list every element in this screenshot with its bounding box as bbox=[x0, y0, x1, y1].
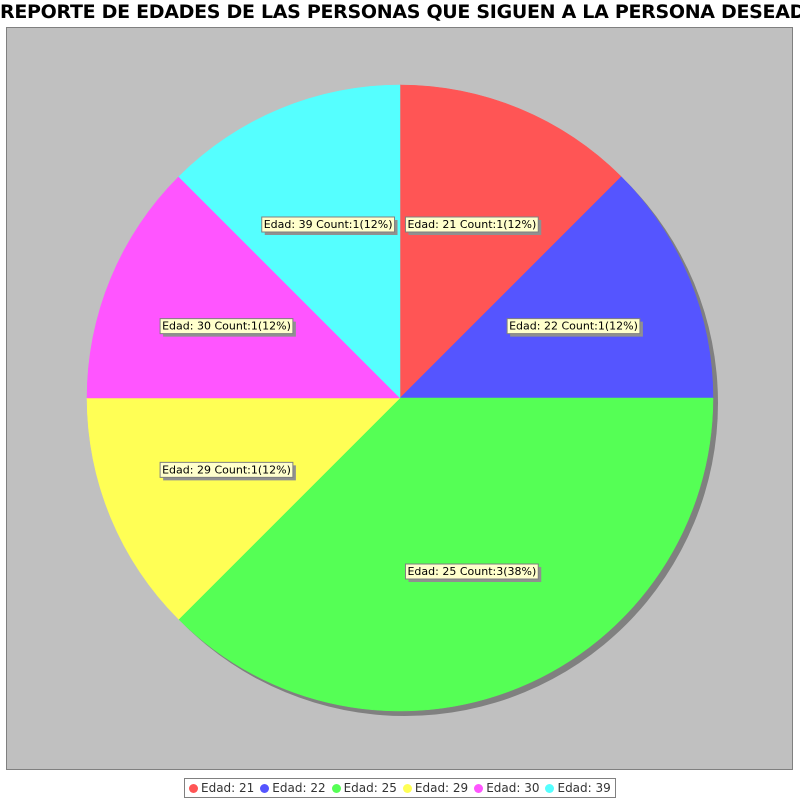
slice-label-text-0: Edad: 21 Count:1(12%) bbox=[407, 218, 536, 231]
slice-label-text-1: Edad: 22 Count:1(12%) bbox=[509, 320, 638, 333]
pie-slice-5[interactable] bbox=[178, 84, 401, 399]
slice-label-2: Edad: 25 Count:3(38%) bbox=[404, 563, 542, 583]
slice-label-text-2: Edad: 25 Count:3(38%) bbox=[407, 565, 536, 578]
slice-label-1: Edad: 22 Count:1(12%) bbox=[506, 318, 643, 337]
pie-slice-4[interactable] bbox=[86, 176, 401, 399]
slice-label-box-3 bbox=[159, 461, 294, 478]
pie-slice-1[interactable] bbox=[399, 176, 714, 399]
slice-label-box-5 bbox=[261, 216, 396, 233]
legend-label-1: Edad: 22 bbox=[272, 781, 326, 795]
slice-label-box-2 bbox=[404, 563, 539, 580]
legend-item-4: Edad: 30 bbox=[474, 781, 539, 795]
slice-label-box-4 bbox=[159, 318, 294, 335]
legend: Edad: 21 Edad: 22 Edad: 25 Edad: 29 Edad: 30… bbox=[184, 778, 616, 798]
legend-label-2: Edad: 25 bbox=[343, 781, 397, 795]
legend-label-3: Edad: 29 bbox=[414, 781, 469, 795]
slice-label-3: Edad: 29 Count:1(12%) bbox=[159, 461, 296, 481]
legend-swatch-1 bbox=[260, 783, 270, 793]
legend-swatch-2 bbox=[331, 783, 341, 793]
pie-slice-0[interactable] bbox=[399, 84, 622, 399]
pie-slice-2[interactable] bbox=[178, 397, 714, 712]
pie-slice-3[interactable] bbox=[86, 397, 401, 620]
slice-label-text-5: Edad: 39 Count:1(12%) bbox=[264, 218, 393, 231]
slice-label-4: Edad: 30 Count:1(12%) bbox=[159, 318, 296, 337]
slice-label-5: Edad: 39 Count:1(12%) bbox=[261, 216, 398, 235]
legend-swatch-5 bbox=[545, 783, 555, 793]
slice-label-box-0 bbox=[404, 216, 539, 233]
legend-label-4: Edad: 30 bbox=[486, 781, 540, 795]
legend-item-3: Edad: 29 bbox=[402, 781, 469, 795]
slice-label-box-1 bbox=[506, 318, 641, 335]
legend-label-5: Edad: 39 bbox=[557, 781, 611, 795]
legend-label-0: Edad: 21 bbox=[201, 781, 255, 795]
legend-item-2: Edad: 25 bbox=[331, 781, 397, 795]
legend-swatch-3 bbox=[402, 783, 412, 793]
legend-swatch-0 bbox=[189, 783, 198, 793]
chart-title: REPORTE DE EDADES DE LAS PERSONAS QUE SI… bbox=[0, 1, 800, 23]
slice-label-0: Edad: 21 Count:1(12%) bbox=[404, 216, 542, 235]
legend-item-0: Edad: 21 bbox=[189, 781, 254, 795]
legend-swatch-4 bbox=[474, 783, 484, 793]
legend-item-1: Edad: 22 bbox=[260, 781, 326, 795]
legend-item-5: Edad: 39 bbox=[545, 781, 611, 795]
slice-label-text-4: Edad: 30 Count:1(12%) bbox=[162, 320, 291, 333]
slice-label-text-3: Edad: 29 Count:1(12%) bbox=[162, 463, 291, 476]
